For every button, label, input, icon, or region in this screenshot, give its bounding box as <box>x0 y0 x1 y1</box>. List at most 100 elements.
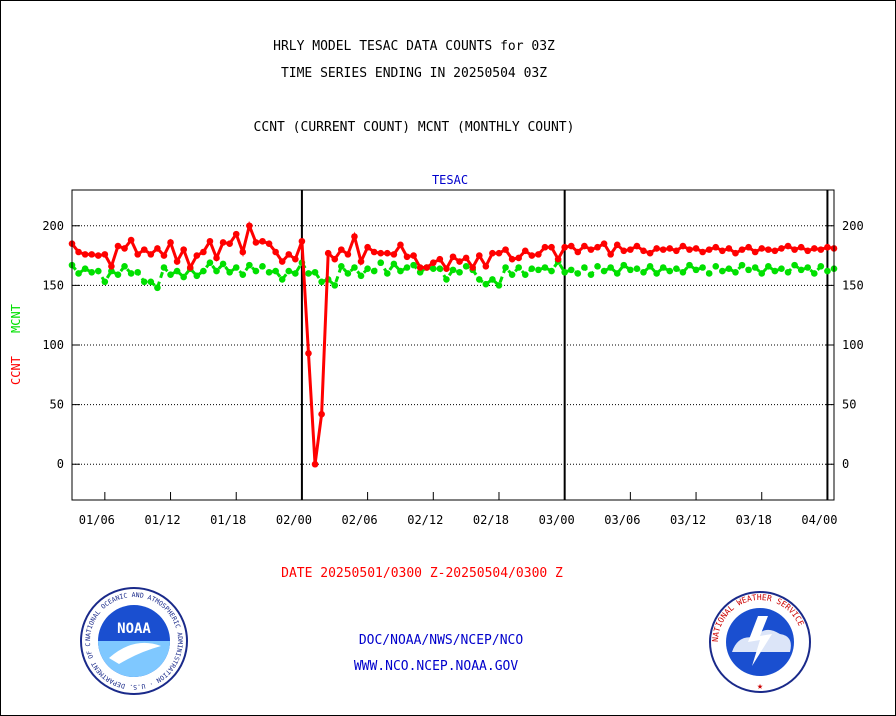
ylabel-mcnt: MCNT <box>9 304 23 333</box>
mcnt-point <box>213 267 220 275</box>
ccnt-point <box>508 255 516 263</box>
mcnt-point <box>265 268 273 276</box>
ccnt-point <box>193 252 201 259</box>
xtick-label: 04/00 <box>801 513 837 527</box>
ccnt-point <box>246 222 253 230</box>
mcnt-point <box>121 263 128 270</box>
xtick-label: 03/18 <box>736 513 772 527</box>
ylabel-ccnt: CCNT <box>9 356 23 385</box>
mcnt-point <box>679 268 687 276</box>
mcnt-point <box>804 264 812 271</box>
mcnt-point <box>429 265 437 272</box>
ccnt-point <box>528 252 536 259</box>
mcnt-point <box>462 263 470 270</box>
ccnt-point <box>252 239 260 246</box>
mcnt-point <box>705 270 713 277</box>
mcnt-point <box>784 268 792 276</box>
mcnt-point <box>167 271 174 278</box>
mcnt-point <box>357 272 365 280</box>
mcnt-point <box>397 267 404 275</box>
ccnt-point <box>482 263 490 270</box>
ccnt-point <box>784 242 792 250</box>
xtick-label: 03/06 <box>604 513 640 527</box>
ccnt-point <box>692 245 700 252</box>
ccnt-point <box>699 248 706 256</box>
noaa-logo: NATIONAL OCEANIC AND ATMOSPHERIC ADMINIS… <box>79 586 188 695</box>
mcnt-point <box>88 268 96 276</box>
mcnt-point <box>272 267 279 275</box>
ccnt-point <box>719 247 726 255</box>
ccnt-point <box>810 245 818 252</box>
ccnt-point <box>377 249 385 257</box>
xtick-label: 02/00 <box>276 513 312 527</box>
mcnt-point <box>574 270 582 277</box>
mcnt-point <box>200 267 207 275</box>
ccnt-point <box>213 254 220 262</box>
ytick-label-left: 150 <box>42 278 64 292</box>
mcnt-point <box>653 270 660 277</box>
ccnt-point <box>88 251 96 258</box>
ccnt-point <box>186 264 194 271</box>
mcnt-point <box>502 264 509 271</box>
mcnt-point <box>127 270 135 277</box>
xtick-label: 03/12 <box>670 513 706 527</box>
ccnt-point <box>416 264 424 271</box>
ccnt-point <box>101 251 109 258</box>
ccnt-point <box>239 248 247 256</box>
ccnt-point <box>712 243 720 251</box>
ccnt-point <box>771 247 779 255</box>
ccnt-point <box>554 255 562 263</box>
nws-logo: NATIONAL WEATHER SERVICE ★ <box>709 591 811 693</box>
nco-website-link[interactable]: WWW.NCO.NCEP.NOAA.GOV <box>353 659 519 674</box>
mcnt-point <box>620 261 628 269</box>
mcnt-point <box>824 267 831 275</box>
ccnt-point <box>292 255 299 263</box>
ccnt-point <box>285 251 293 258</box>
ccnt-point <box>449 253 457 261</box>
ccnt-point <box>765 246 772 253</box>
ccnt-point <box>331 255 339 263</box>
mcnt-point <box>331 282 339 289</box>
ccnt-point <box>725 245 733 252</box>
ccnt-point <box>673 247 680 255</box>
mcnt-point <box>771 267 779 275</box>
ccnt-point <box>561 243 568 251</box>
mcnt-point <box>758 270 766 277</box>
ccnt-point <box>272 248 279 256</box>
noaa-logo-text: NOAA <box>117 621 151 637</box>
mcnt-point <box>475 276 483 283</box>
doc-noaa-link[interactable]: DOC/NOAA/NWS/NCEP/NCO <box>358 633 524 648</box>
ccnt-point <box>653 245 660 252</box>
ccnt-point <box>804 247 812 255</box>
ccnt-point <box>594 243 601 251</box>
ccnt-point <box>75 248 82 256</box>
mcnt-point <box>567 266 575 274</box>
ccnt-point <box>758 245 766 252</box>
mcnt-point <box>449 266 457 274</box>
mcnt-point <box>745 266 752 274</box>
xtick-label: 01/18 <box>210 513 246 527</box>
mcnt-point <box>791 261 798 269</box>
ccnt-point <box>154 245 161 252</box>
xtick-label: 02/06 <box>342 513 378 527</box>
ytick-label-right: 0 <box>842 457 849 471</box>
ccnt-point <box>541 243 549 251</box>
mcnt-point <box>712 263 720 270</box>
ccnt-point <box>613 241 621 249</box>
mcnt-point <box>226 268 233 276</box>
ccnt-point <box>219 239 227 246</box>
mcnt-point <box>443 276 450 283</box>
ccnt-point <box>423 264 431 271</box>
ccnt-point <box>351 233 358 240</box>
ytick-label-right: 150 <box>842 278 864 292</box>
ytick-label-right: 200 <box>842 219 864 233</box>
xtick-label: 02/18 <box>473 513 509 527</box>
mcnt-point <box>817 263 825 270</box>
subtitle: CCNT (CURRENT COUNT) MCNT (MONTHLY COUNT… <box>253 120 575 135</box>
mcnt-point <box>219 260 227 268</box>
mcnt-point <box>810 270 818 277</box>
ccnt-point <box>679 242 687 250</box>
mcnt-point <box>594 263 601 270</box>
panel-title: TESAC <box>432 173 468 187</box>
mcnt-point <box>765 263 772 270</box>
